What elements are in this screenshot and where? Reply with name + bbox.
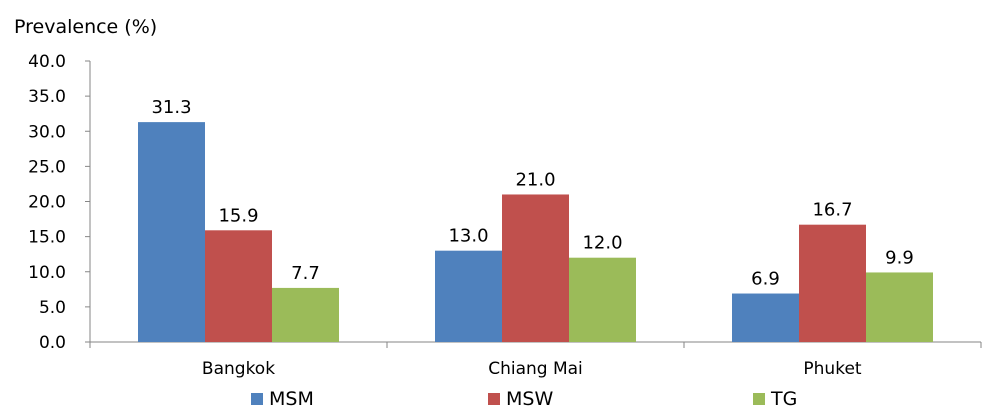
y-tick-label: 20.0 xyxy=(28,193,66,213)
bar xyxy=(799,224,866,342)
data-label: 9.9 xyxy=(885,247,914,268)
legend-label: MSM xyxy=(269,388,314,408)
legend-label: MSW xyxy=(506,388,553,408)
bars xyxy=(138,122,933,343)
legend-label: TG xyxy=(770,388,797,408)
data-labels: 31.3 15.9 7.7 13.0 21.0 12.0 6.9 16.7 9.9 xyxy=(151,97,913,289)
data-label: 16.7 xyxy=(812,200,852,221)
data-label: 31.3 xyxy=(151,97,191,118)
y-tick-label: 30.0 xyxy=(28,122,66,142)
data-label: 6.9 xyxy=(751,269,780,290)
y-tick-label: 35.0 xyxy=(28,87,66,107)
legend: MSM MSW TG xyxy=(251,388,797,408)
category-label: Phuket xyxy=(803,359,861,379)
bar xyxy=(569,257,636,342)
data-label: 13.0 xyxy=(448,226,488,247)
x-axis: Bangkok Chiang Mai Phuket xyxy=(89,341,982,379)
y-tick-label: 40.0 xyxy=(28,52,66,72)
data-label: 15.9 xyxy=(218,205,258,226)
y-tick-label: 10.0 xyxy=(28,263,66,283)
category-label: Bangkok xyxy=(202,359,275,379)
y-tick-label: 5.0 xyxy=(39,298,66,318)
y-tick-label: 25.0 xyxy=(28,157,66,177)
bar xyxy=(866,272,933,342)
data-label: 21.0 xyxy=(515,169,555,190)
legend-swatch xyxy=(753,393,765,405)
y-axis-title: Prevalence (%) xyxy=(14,16,157,38)
data-label: 12.0 xyxy=(582,233,622,254)
category-label: Chiang Mai xyxy=(488,359,583,379)
bar xyxy=(732,293,799,342)
y-axis: 0.0 5.0 10.0 15.0 20.0 25.0 30.0 35.0 40.0 xyxy=(28,52,91,353)
data-label: 7.7 xyxy=(291,263,320,284)
y-tick-label: 15.0 xyxy=(28,228,66,248)
bar xyxy=(138,122,205,343)
legend-swatch xyxy=(251,393,263,405)
legend-swatch xyxy=(488,393,500,405)
bar xyxy=(435,250,502,342)
bar xyxy=(502,194,569,342)
bar xyxy=(205,230,272,342)
bar xyxy=(272,287,339,342)
y-tick-label: 0.0 xyxy=(39,333,66,353)
